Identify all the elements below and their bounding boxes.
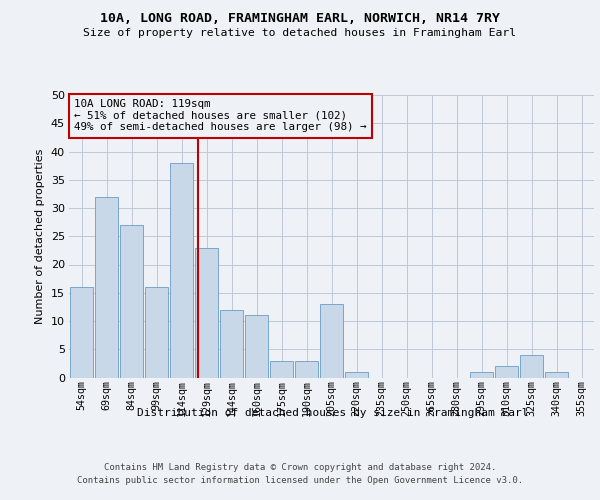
Bar [520,355,544,378]
Bar [194,248,218,378]
Bar [494,366,518,378]
Bar [170,163,193,378]
Bar [220,310,244,378]
Y-axis label: Number of detached properties: Number of detached properties [35,148,45,324]
Text: 10A LONG ROAD: 119sqm
← 51% of detached houses are smaller (102)
49% of semi-det: 10A LONG ROAD: 119sqm ← 51% of detached … [74,99,367,132]
Text: 10A, LONG ROAD, FRAMINGHAM EARL, NORWICH, NR14 7RY: 10A, LONG ROAD, FRAMINGHAM EARL, NORWICH… [100,12,500,26]
Bar [119,225,143,378]
Text: Distribution of detached houses by size in Framingham Earl: Distribution of detached houses by size … [137,408,529,418]
Bar [295,360,319,378]
Bar [145,287,169,378]
Bar [344,372,368,378]
Bar [70,287,94,378]
Bar [269,360,293,378]
Bar [245,316,268,378]
Bar [95,196,118,378]
Text: Contains HM Land Registry data © Crown copyright and database right 2024.: Contains HM Land Registry data © Crown c… [104,462,496,471]
Text: Contains public sector information licensed under the Open Government Licence v3: Contains public sector information licen… [77,476,523,485]
Bar [545,372,568,378]
Text: Size of property relative to detached houses in Framingham Earl: Size of property relative to detached ho… [83,28,517,38]
Bar [320,304,343,378]
Bar [470,372,493,378]
